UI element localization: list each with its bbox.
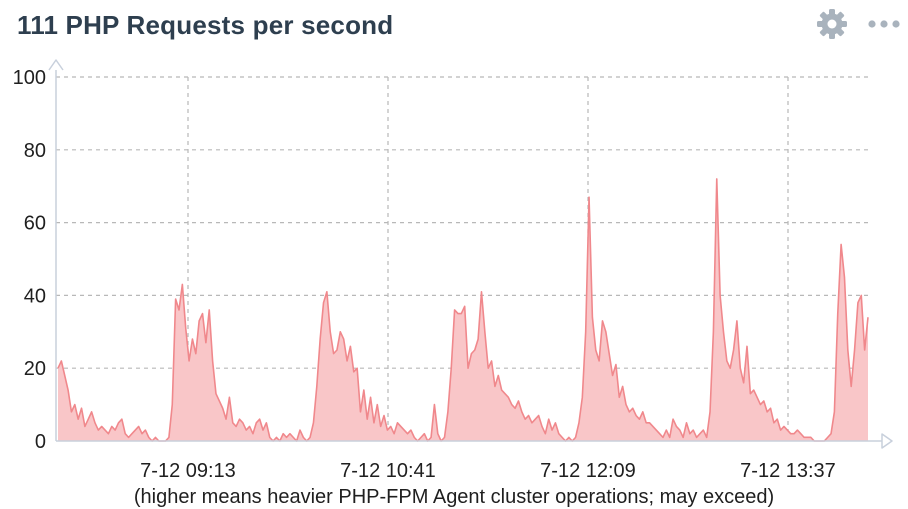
panel-title: 111 PHP Requests per second (17, 10, 394, 40)
gear-icon[interactable] (816, 8, 848, 40)
y-tick-label: 100 (13, 67, 46, 89)
x-tick-label: 7-12 12:09 (540, 460, 636, 482)
x-axis-arrow (881, 433, 893, 449)
y-axis-arrow (48, 59, 64, 71)
x-tick-label: 7-12 13:37 (740, 460, 836, 482)
x-tick-label: 7-12 10:41 (340, 460, 436, 482)
y-tick-label: 20 (24, 358, 46, 380)
series-line (57, 178, 869, 442)
y-tick-label: 80 (24, 140, 46, 162)
y-tick-label: 40 (24, 285, 46, 307)
y-axis-ticks: 0 20 40 60 80 100 (13, 67, 46, 453)
area-series (57, 178, 869, 442)
x-tick-label: 7-12 09:13 (140, 460, 236, 482)
y-tick-label: 60 (24, 213, 46, 235)
x-axis-ticks: 7-12 09:13 7-12 10:41 7-12 12:09 7-12 13:37 (140, 460, 836, 482)
chart-canvas: 0 20 40 60 80 100 7-12 09:13 7-12 10:41 7-12 12… (13, 59, 893, 482)
chart-caption: (higher means heavier PHP-FPM Agent clus… (133, 486, 775, 508)
y-tick-label: 0 (35, 431, 46, 453)
axes (48, 59, 893, 449)
more-horizontal-icon[interactable] (866, 14, 902, 34)
